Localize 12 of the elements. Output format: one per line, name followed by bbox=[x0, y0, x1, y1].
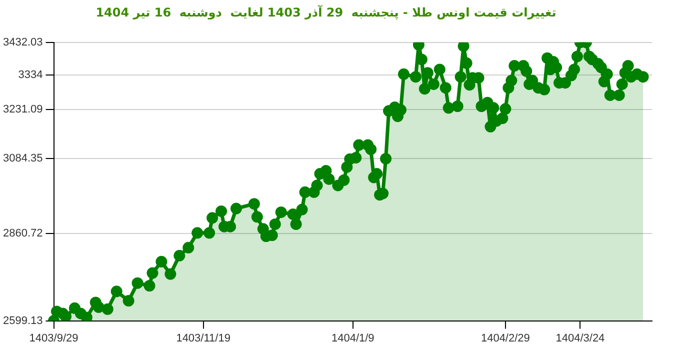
x-tick-label: 1404/2/29 bbox=[480, 332, 530, 344]
y-tick-label: 3432.03 bbox=[2, 36, 43, 48]
y-tick-label: 2599.13 bbox=[2, 314, 43, 327]
chart-title: تغییرات قیمت اونس طلا - پنجشنبه 29 آذر 1403 لغایت دوشنبه 16 تیر 1404 bbox=[96, 4, 556, 20]
x-tick-label: 1404/3/24 bbox=[556, 332, 605, 344]
y-tick-label: 2860.72 bbox=[2, 227, 43, 240]
x-tick-label: 1404/1/9 bbox=[331, 332, 374, 344]
y-tick-label: 3334 bbox=[18, 69, 43, 82]
y-tick-label: 3231.09 bbox=[2, 104, 43, 116]
y-tick-label: 3084.35 bbox=[2, 152, 43, 165]
x-tick-label: 1403/9/29 bbox=[29, 332, 78, 344]
x-tick-label: 1403/11/19 bbox=[176, 332, 230, 344]
